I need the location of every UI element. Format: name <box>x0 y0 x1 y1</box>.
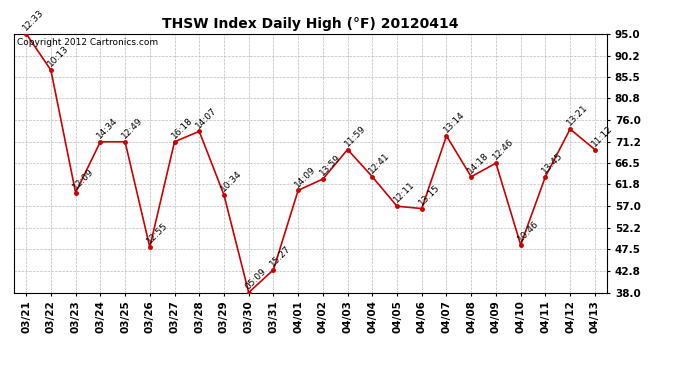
Text: 12:09: 12:09 <box>70 166 95 191</box>
Text: 12:41: 12:41 <box>367 151 392 176</box>
Text: 13:45: 13:45 <box>540 151 565 176</box>
Text: 12:46: 12:46 <box>491 137 515 162</box>
Text: 12:55: 12:55 <box>145 221 169 246</box>
Text: Copyright 2012 Cartronics.com: Copyright 2012 Cartronics.com <box>17 38 158 46</box>
Text: 12:33: 12:33 <box>21 8 46 32</box>
Text: 12:11: 12:11 <box>392 180 417 205</box>
Text: 10:46: 10:46 <box>515 219 540 243</box>
Text: 13:59: 13:59 <box>318 153 342 178</box>
Text: 14:34: 14:34 <box>95 116 120 140</box>
Text: 16:18: 16:18 <box>170 116 194 140</box>
Text: 11:12: 11:12 <box>590 123 614 148</box>
Text: 10:34: 10:34 <box>219 169 244 194</box>
Text: 14:18: 14:18 <box>466 151 491 176</box>
Text: 12:49: 12:49 <box>120 116 145 140</box>
Text: 11:59: 11:59 <box>343 123 367 148</box>
Text: 13:15: 13:15 <box>417 183 442 207</box>
Title: THSW Index Daily High (°F) 20120414: THSW Index Daily High (°F) 20120414 <box>162 17 459 31</box>
Text: 10:13: 10:13 <box>46 44 70 69</box>
Text: 13:21: 13:21 <box>565 103 590 128</box>
Text: 14:07: 14:07 <box>195 105 219 130</box>
Text: 05:09: 05:09 <box>244 267 268 291</box>
Text: 15:27: 15:27 <box>268 244 293 268</box>
Text: 14:09: 14:09 <box>293 164 317 189</box>
Text: 13:14: 13:14 <box>442 110 466 135</box>
